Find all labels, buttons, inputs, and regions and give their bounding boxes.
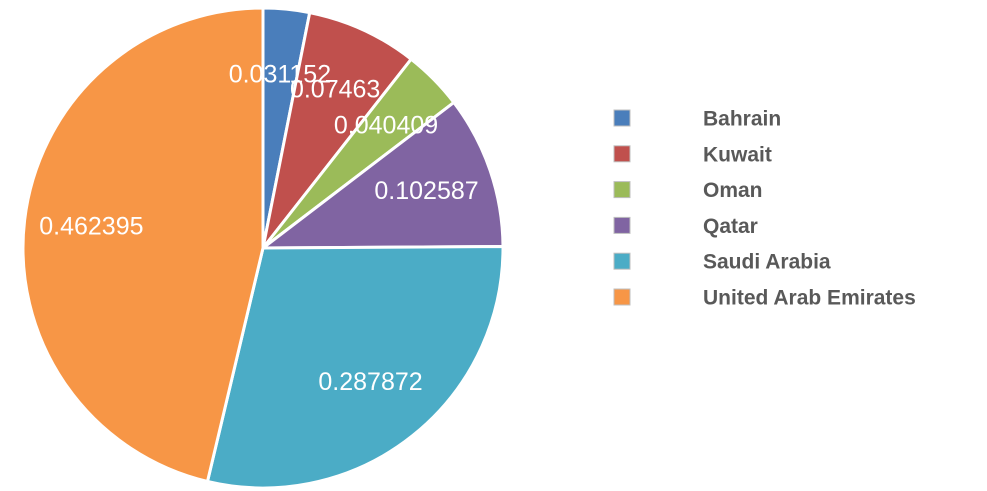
data-label: 0.040409 bbox=[334, 111, 438, 139]
legend-swatch bbox=[613, 216, 631, 234]
legend-label: United Arab Emirates bbox=[703, 287, 916, 310]
legend-label: Kuwait bbox=[703, 143, 772, 166]
pie-slice bbox=[261, 10, 414, 249]
pie-slice bbox=[258, 100, 505, 250]
legend-label: Bahrain bbox=[703, 108, 781, 131]
data-label: 0.287872 bbox=[318, 368, 422, 396]
legend-label: Qatar bbox=[703, 215, 758, 238]
pie-slice bbox=[21, 6, 265, 484]
legend-swatch bbox=[613, 145, 631, 163]
data-label: 0.102587 bbox=[374, 177, 478, 205]
legend-swatch bbox=[613, 109, 631, 127]
pie-slice bbox=[205, 245, 505, 490]
data-label: 0.07463 bbox=[290, 76, 380, 104]
data-label: 0.031152 bbox=[229, 61, 331, 89]
legend-swatch bbox=[613, 181, 631, 199]
legend-label: Saudi Arabia bbox=[703, 251, 831, 274]
legend-label: Oman bbox=[703, 179, 763, 202]
legend-swatch bbox=[613, 252, 631, 270]
data-label: 0.462395 bbox=[39, 212, 143, 240]
legend-swatch bbox=[613, 288, 631, 306]
